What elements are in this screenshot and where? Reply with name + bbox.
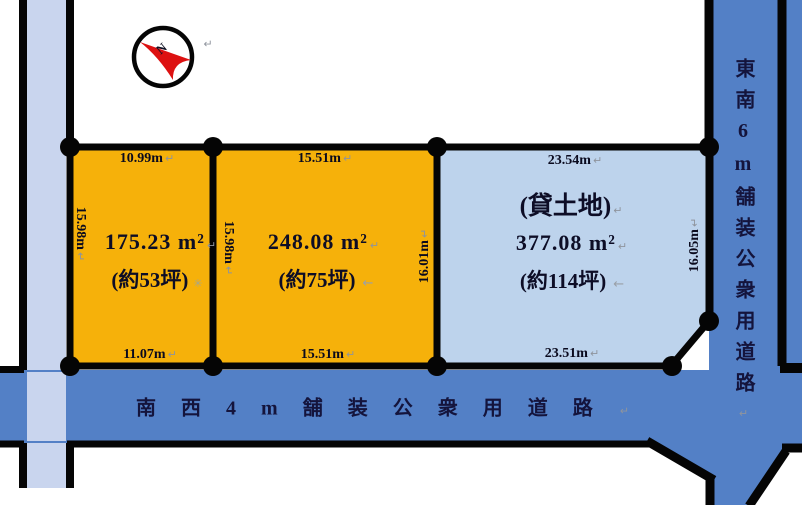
road-lower-right-border bbox=[745, 443, 802, 505]
boundary-points bbox=[60, 137, 719, 376]
parcel-2-top-dimension: 15.51m ↵ bbox=[297, 151, 353, 166]
parcel-1-tsubo: (約53坪) ✳ bbox=[111, 268, 203, 292]
parcel-2-area: 248.08 m² ↵ bbox=[267, 229, 381, 254]
parcel-3-area: 377.08 m² ↵ bbox=[515, 230, 629, 255]
southeast-road-surface bbox=[709, 0, 802, 443]
west-side-road-crossing bbox=[27, 372, 66, 441]
parcel-2-tsubo: (約75坪) ← bbox=[278, 268, 374, 292]
parcel-1-shape bbox=[66, 143, 217, 370]
parcel-2-bottom-dimension: 15.51m ↵ bbox=[300, 347, 356, 362]
road-lower-left-border bbox=[644, 437, 717, 505]
compass-needle-icon bbox=[140, 42, 191, 80]
compass: N bbox=[131, 25, 195, 89]
parcel-3-rental-label: (貸土地) ↵ bbox=[519, 193, 623, 220]
compass-return-mark: ↵ bbox=[203, 37, 213, 51]
parcel-1-area: 175.23 m² ↵ bbox=[104, 229, 218, 254]
southeast-road-lower bbox=[647, 437, 802, 505]
parcel-2-right-dimension: 16.01m↵ bbox=[417, 228, 432, 284]
parcel-3-top-dimension: 23.54m ↵ bbox=[547, 153, 603, 168]
parcel-2-shape bbox=[209, 143, 441, 370]
parcel-3-shape bbox=[433, 143, 713, 370]
southeast-road-label: 東南6m舗装公衆用道路↵ bbox=[732, 58, 754, 431]
southwest-road-label: 南西4m舗装公衆用道路 ↵ bbox=[136, 397, 654, 420]
parcel-2-left-dimension: 15.98m↵ bbox=[221, 220, 236, 276]
parcel-1-left-dimension: 15.98m↵ bbox=[73, 206, 88, 262]
southwest-road-surface bbox=[0, 370, 802, 443]
parcel-1-bottom-dimension: 11.07m ↵ bbox=[123, 347, 177, 362]
parcel-3-tsubo: (約114坪) ← bbox=[519, 269, 625, 293]
parcel-3-right-dimension: 16.05m↵ bbox=[687, 217, 702, 273]
parcel-3-bottom-dimension: 23.51m ↵ bbox=[544, 346, 600, 361]
parcel-1-top-dimension: 10.99m ↵ bbox=[119, 151, 175, 166]
